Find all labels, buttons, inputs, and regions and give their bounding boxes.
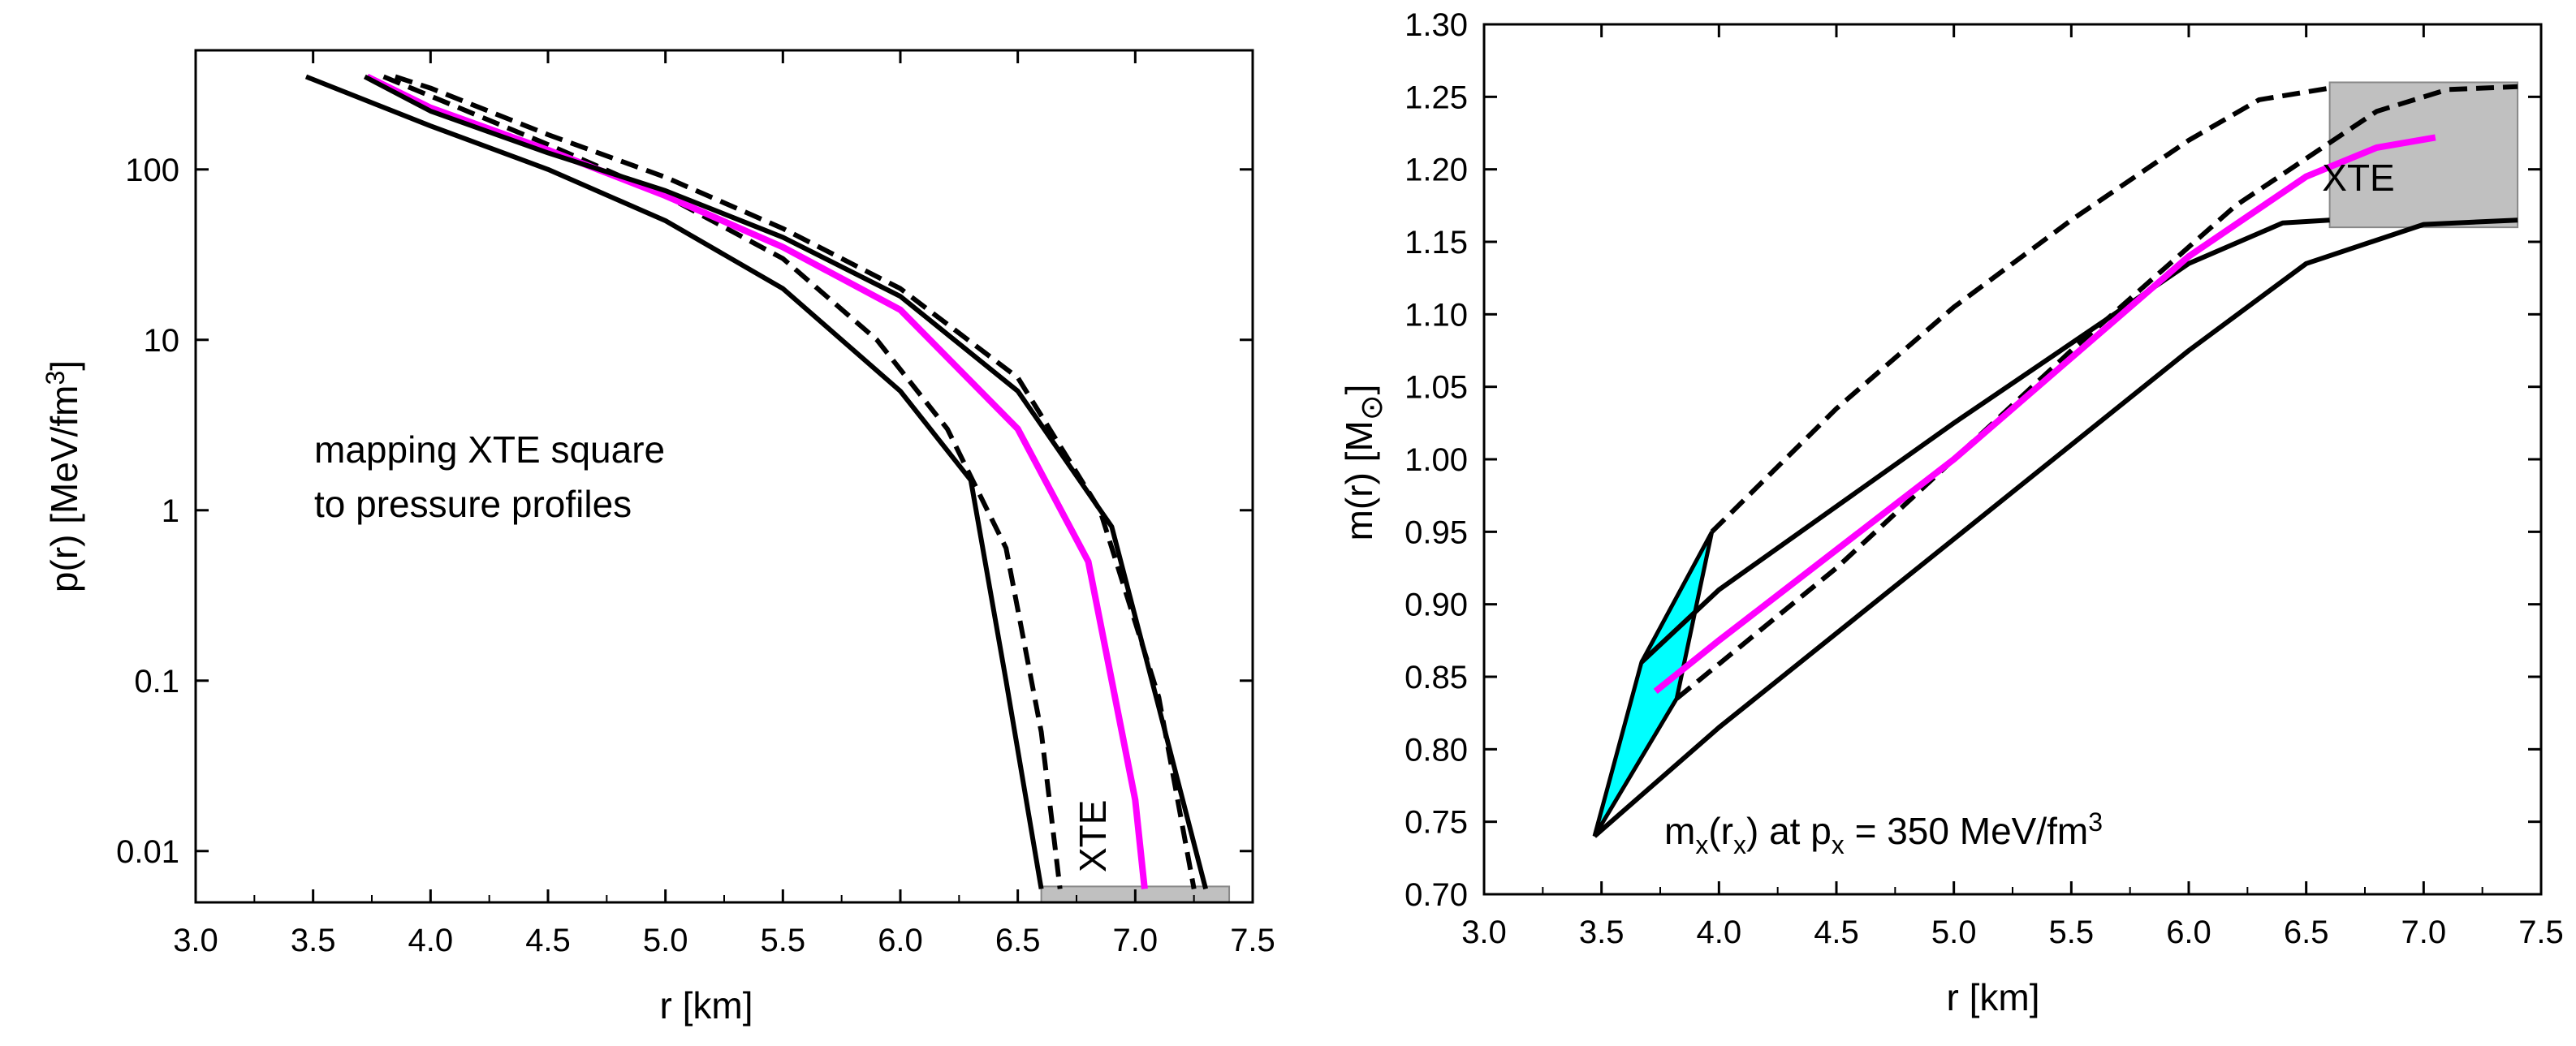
right-series-solid-upper: [1639, 217, 2330, 665]
left-y-axis-title: p(r) [MeV/fm3]: [41, 360, 85, 592]
left-y-ticks: 0.01 0.1 1 10 100: [116, 153, 1253, 870]
right-chart: 3.0 3.5 4.0 4.5 5.0 5.5 6.0 6.5 7.0 7.5 0.700.750…: [1338, 7, 2564, 1018]
right-x-tick-label: 5.5: [2049, 915, 2095, 950]
annotation-line-2: to pressure profiles: [314, 483, 632, 525]
cyan-region: [1592, 531, 1715, 837]
right-series-dashed-upper: [1710, 85, 2331, 534]
right-x-tick-label: 6.0: [2166, 915, 2211, 950]
right-y-tick-label: 1.00: [1405, 442, 1468, 478]
right-x-tick-label: 4.0: [1697, 915, 1742, 950]
left-series-solid-inner: [304, 74, 1044, 889]
left-x-tick-label: 5.5: [761, 923, 806, 958]
right-series-magenta-central: [1653, 134, 2436, 695]
right-y-tick-label: 0.95: [1405, 514, 1468, 550]
left-y-tick-label: 1: [162, 493, 179, 529]
left-x-tick-label: 7.5: [1230, 923, 1275, 958]
left-y-tick-label: 0.1: [134, 664, 179, 699]
right-series-group: [1593, 84, 2518, 838]
left-x-tick-label: 6.5: [995, 923, 1041, 958]
left-y-tick-label: 100: [125, 153, 179, 188]
right-x-tick-label: 4.5: [1814, 915, 1859, 950]
left-chart: 3.0 3.5 4.0 4.5 5.0 5.5 6.0 6.5 7.0 7.5 0.01 0.1 1 1…: [41, 49, 1275, 1027]
right-y-tick-label: 0.85: [1405, 660, 1468, 695]
left-series-dashed-inner: [382, 74, 1063, 889]
left-y-tick-label: 0.01: [116, 834, 179, 870]
left-x-tick-label: 6.0: [878, 923, 923, 958]
right-y-tick-label: 1.05: [1405, 370, 1468, 406]
left-x-tick-label: 3.0: [173, 923, 218, 958]
right-y-tick-label: 1.20: [1405, 153, 1468, 188]
xte-label-left: XTE: [1072, 800, 1114, 872]
mx-annotation: mx(rx) at px = 350 MeV/fm3: [1664, 807, 2103, 859]
right-y-tick-label: 0.90: [1405, 588, 1468, 623]
left-x-ticks: 3.0 3.5 4.0 4.5 5.0 5.5 6.0 6.5 7.0 7.5: [173, 50, 1275, 958]
right-x-tick-label: 3.0: [1461, 915, 1507, 950]
left-x-axis-title: r [km]: [660, 984, 753, 1027]
right-x-ticks: 3.0 3.5 4.0 4.5 5.0 5.5 6.0 6.5 7.0 7.5: [1461, 24, 2564, 950]
left-x-tick-label: 7.0: [1113, 923, 1159, 958]
right-x-tick-label: 6.5: [2284, 915, 2329, 950]
left-series-group: [304, 73, 1209, 890]
left-series-solid-outer: [363, 74, 1209, 890]
right-x-tick-label: 7.5: [2518, 915, 2564, 950]
left-series-magenta-central: [365, 73, 1148, 889]
xte-label-right: XTE: [2322, 157, 2394, 199]
right-y-tick-label: 0.70: [1405, 877, 1468, 913]
right-x-tick-label: 3.5: [1579, 915, 1625, 950]
right-x-axis-title: r [km]: [1947, 976, 2040, 1018]
right-x-tick-label: 7.0: [2401, 915, 2447, 950]
right-y-tick-label: 1.30: [1405, 7, 1468, 43]
left-x-tick-label: 3.5: [291, 923, 336, 958]
right-y-ticks: 0.70 0.75 0.80 0.85 0.90 0.95 1.00 1.05 1.10 1.15…: [1405, 7, 2541, 913]
right-y-axis-title: m(r) [M⊙]: [1338, 385, 1389, 541]
right-x-tick-label: 5.0: [1931, 915, 1977, 950]
right-y-tick-label: 1.10: [1405, 297, 1468, 333]
left-y-tick-label: 10: [144, 323, 180, 359]
right-series-solid-lower: [1593, 217, 2518, 838]
right-y-tick-label: 1.25: [1405, 80, 1468, 115]
right-y-tick-label: 1.15: [1405, 225, 1468, 260]
left-x-tick-label: 5.0: [643, 923, 688, 958]
left-x-tick-label: 4.5: [525, 923, 571, 958]
left-plot-frame: [194, 49, 1254, 904]
annotation-line-1: mapping XTE square: [314, 428, 665, 471]
left-series-dashed-outer: [394, 74, 1197, 889]
left-x-tick-label: 4.0: [408, 923, 454, 958]
right-y-tick-label: 0.75: [1405, 805, 1468, 841]
right-y-tick-label: 0.80: [1405, 732, 1468, 768]
